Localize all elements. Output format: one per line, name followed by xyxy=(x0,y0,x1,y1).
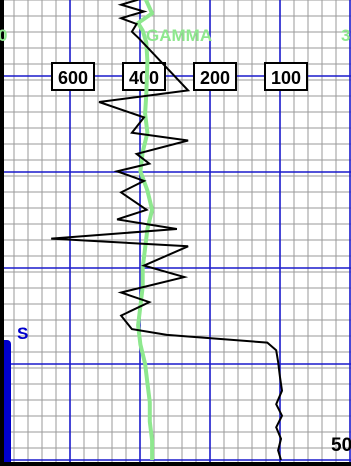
gamma-scale-right-label: 3 xyxy=(341,26,350,45)
side-marker-label: S xyxy=(17,324,28,343)
depth-label: 50 xyxy=(331,435,351,456)
resistivity-curve xyxy=(51,0,284,461)
gamma-scale-left-label: 0 xyxy=(0,26,7,45)
tick-box-100: 100 xyxy=(264,62,308,91)
bottom-axis-line xyxy=(0,462,351,466)
tick-label-200: 200 xyxy=(200,68,230,88)
tick-box-400: 400 xyxy=(122,62,166,91)
tick-label-400: 400 xyxy=(129,68,159,88)
tick-box-200: 200 xyxy=(193,62,237,91)
left-axis-line xyxy=(0,0,4,466)
tick-label-600: 600 xyxy=(58,68,88,88)
tick-box-600: 600 xyxy=(51,62,95,91)
gamma-curve-label: GAMMA xyxy=(146,26,212,45)
tick-label-100: 100 xyxy=(271,68,301,88)
